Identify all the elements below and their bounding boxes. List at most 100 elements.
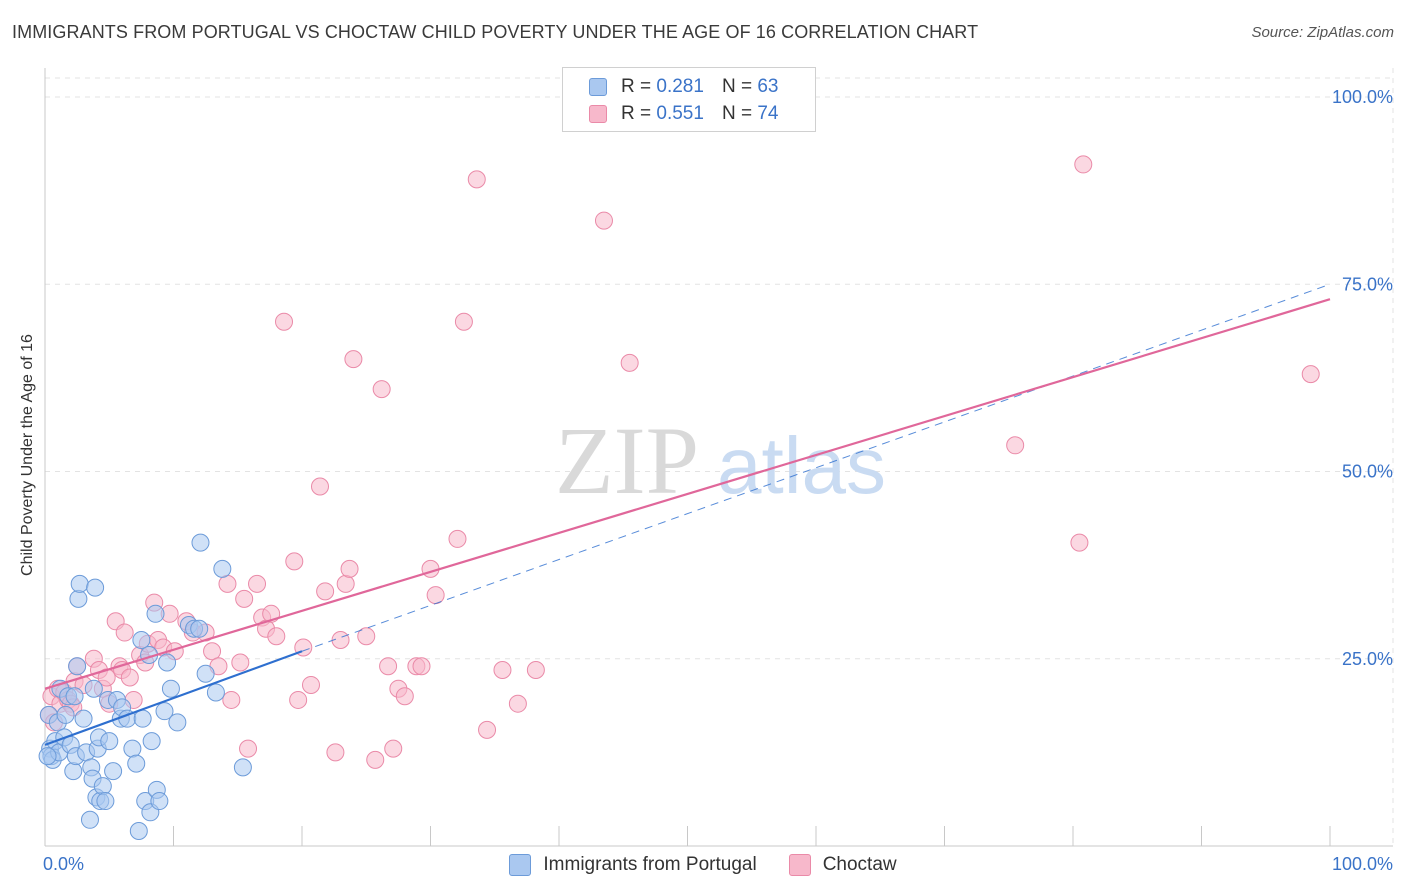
choctaw-point xyxy=(412,657,431,676)
choctaw-point xyxy=(478,720,497,739)
choctaw-point xyxy=(467,170,486,189)
y-tick-label: 100.0% xyxy=(1332,87,1393,107)
choctaw-point xyxy=(344,350,363,369)
portugal-point xyxy=(146,604,165,623)
legend-label-portugal: Immigrants from Portugal xyxy=(543,854,757,875)
watermark: ZIP atlas xyxy=(555,407,886,514)
portugal-swatch xyxy=(589,78,607,96)
y-tick-label: 50.0% xyxy=(1342,462,1393,482)
portugal-point xyxy=(80,810,99,829)
choctaw-point xyxy=(421,559,440,578)
r-label: R = xyxy=(621,76,652,97)
choctaw-point xyxy=(620,353,639,372)
choctaw-point xyxy=(316,582,335,601)
choctaw-point xyxy=(235,589,254,608)
choctaw-point xyxy=(222,690,241,709)
choctaw-point xyxy=(526,660,545,679)
portugal-point xyxy=(104,762,123,781)
correlation-legend: R = 0.281 N = 63 R = 0.551 N = 74 xyxy=(562,67,816,132)
choctaw-point xyxy=(203,642,222,661)
r-value-portugal: 0.281 xyxy=(656,76,704,97)
portugal-point xyxy=(56,705,75,724)
portugal-point xyxy=(93,777,112,796)
portugal-point xyxy=(129,822,148,841)
choctaw-point xyxy=(336,574,355,593)
watermark-zip: ZIP xyxy=(555,407,699,514)
n-value-portugal: 63 xyxy=(757,76,779,97)
portugal-point xyxy=(150,792,169,811)
choctaw-point xyxy=(115,623,134,642)
choctaw-legend-swatch xyxy=(788,854,811,876)
choctaw-point xyxy=(275,312,294,331)
chart-title: IMMIGRANTS FROM PORTUGAL VS CHOCTAW CHIL… xyxy=(12,22,979,42)
legend-row-portugal: R = 0.281 N = 63 xyxy=(589,74,778,100)
portugal-point xyxy=(132,631,151,650)
portugal-point xyxy=(196,664,215,683)
portugal-point xyxy=(158,653,177,672)
watermark-atlas: atlas xyxy=(717,421,886,510)
portugal-point xyxy=(100,732,119,751)
portugal-point xyxy=(133,709,152,728)
n-value-choctaw: 74 xyxy=(757,103,779,124)
r-value-choctaw: 0.551 xyxy=(656,103,704,124)
portugal-legend-swatch xyxy=(509,854,532,876)
source-label: Source: ZipAtlas.com xyxy=(1251,24,1394,41)
portugal-point xyxy=(96,792,115,811)
portugal-point xyxy=(233,758,252,777)
portugal-point xyxy=(155,702,174,721)
portugal-points xyxy=(38,533,252,841)
choctaw-point xyxy=(326,743,345,762)
choctaw-point xyxy=(454,312,473,331)
portugal-point xyxy=(190,619,209,638)
choctaw-point xyxy=(267,627,286,646)
choctaw-point xyxy=(395,687,414,706)
choctaw-point xyxy=(301,675,320,694)
portugal-point xyxy=(74,709,93,728)
choctaw-point xyxy=(379,657,398,676)
legend-item-choctaw[interactable]: Choctaw xyxy=(788,854,897,876)
portugal-point xyxy=(64,762,83,781)
portugal-point xyxy=(38,747,57,766)
tick-labels: 25.0% 50.0% 75.0% 100.0% 0.0% 100.0% xyxy=(43,87,1393,874)
portugal-point xyxy=(168,713,187,732)
choctaw-point xyxy=(218,574,237,593)
portugal-point xyxy=(127,754,146,773)
choctaw-point xyxy=(1070,533,1089,552)
portugal-point xyxy=(191,533,210,552)
choctaw-point xyxy=(340,559,359,578)
n-label: N = xyxy=(721,103,753,124)
portugal-point xyxy=(142,732,161,751)
portugal-point xyxy=(69,589,88,608)
choctaw-point xyxy=(372,380,391,399)
choctaw-point xyxy=(366,750,385,769)
trend-lines xyxy=(44,283,1331,746)
series-legend: Immigrants from Portugal Choctaw xyxy=(0,851,1406,879)
choctaw-point xyxy=(289,690,308,709)
r-label: R = xyxy=(621,103,652,124)
choctaw-point xyxy=(357,627,376,646)
choctaw-swatch xyxy=(589,105,607,123)
choctaw-point xyxy=(310,477,329,496)
choctaw-point xyxy=(285,552,304,571)
portugal-trend-line xyxy=(44,650,303,746)
choctaw-point xyxy=(426,586,445,605)
choctaw-point xyxy=(239,739,258,758)
choctaw-point xyxy=(384,739,403,758)
choctaw-point xyxy=(231,653,250,672)
portugal-point xyxy=(213,559,232,578)
y-tick-label: 75.0% xyxy=(1342,274,1393,294)
portugal-point xyxy=(161,679,180,698)
portugal-point xyxy=(70,574,89,593)
legend-row-choctaw: R = 0.551 N = 74 xyxy=(589,101,778,127)
choctaw-trend-line xyxy=(44,298,1331,690)
legend-item-portugal[interactable]: Immigrants from Portugal xyxy=(509,854,757,876)
x-tick-label-max: 100.0% xyxy=(1332,854,1393,874)
choctaw-point xyxy=(120,668,139,687)
choctaw-point xyxy=(1074,155,1093,174)
n-label: N = xyxy=(721,76,753,97)
portugal-point xyxy=(84,679,103,698)
x-tick-label-min: 0.0% xyxy=(43,854,84,874)
choctaw-point xyxy=(493,660,512,679)
y-tick-label: 25.0% xyxy=(1342,649,1393,669)
